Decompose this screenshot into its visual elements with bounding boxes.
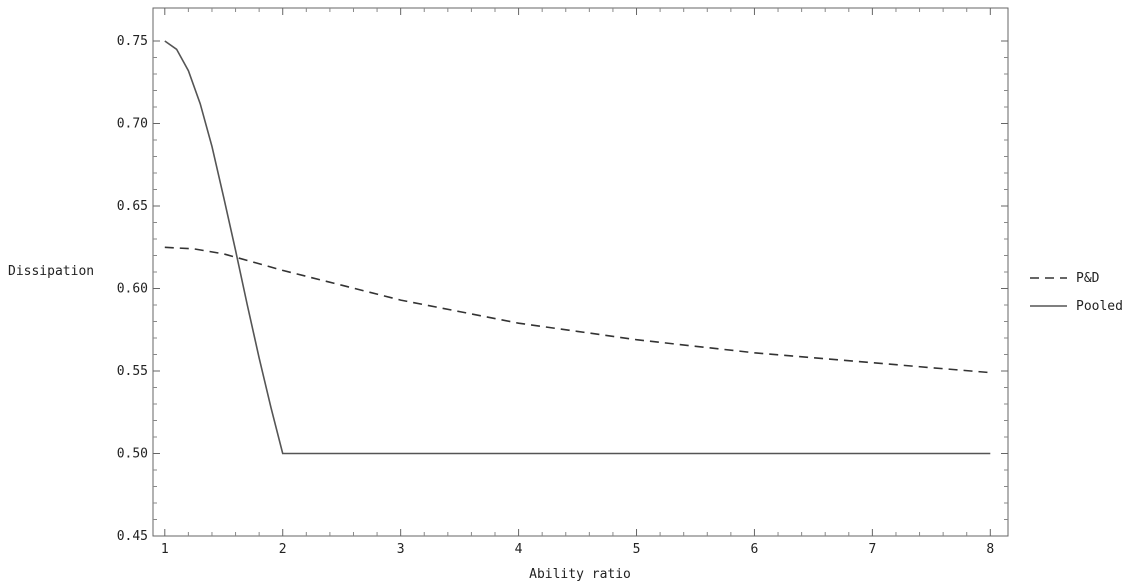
y-tick-label: 0.45: [117, 529, 148, 544]
x-tick-label: 6: [751, 542, 759, 557]
series-layer: [165, 41, 991, 454]
y-tick-label: 0.55: [117, 364, 148, 379]
ticks: [153, 8, 1008, 536]
x-tick-label: 3: [397, 542, 405, 557]
legend-label: P&D: [1076, 271, 1100, 286]
series-line-pooled: [165, 41, 991, 454]
y-tick-label: 0.65: [117, 199, 148, 214]
y-tick-label: 0.50: [117, 447, 148, 462]
legend: P&D Pooled: [1030, 271, 1123, 314]
x-tick-label: 5: [633, 542, 641, 557]
x-tick-label: 7: [868, 542, 876, 557]
x-tick-label: 2: [279, 542, 287, 557]
x-axis-label: Ability ratio: [529, 567, 631, 582]
tick-labels: 1 2 3 4 5 6 7 8 0.45 0.50 0.55 0.60 0.65 0.70 0.75: [117, 34, 995, 557]
series-line-pd: [165, 247, 991, 372]
y-tick-label: 0.75: [117, 34, 148, 49]
y-tick-label: 0.70: [117, 117, 148, 132]
y-axis-label: Dissipation: [8, 264, 94, 279]
x-tick-label: 4: [515, 542, 523, 557]
legend-label: Pooled: [1076, 299, 1123, 314]
y-tick-label: 0.60: [117, 282, 148, 297]
plot-frame: [153, 8, 1008, 536]
x-tick-label: 1: [161, 542, 169, 557]
x-tick-label: 8: [986, 542, 994, 557]
